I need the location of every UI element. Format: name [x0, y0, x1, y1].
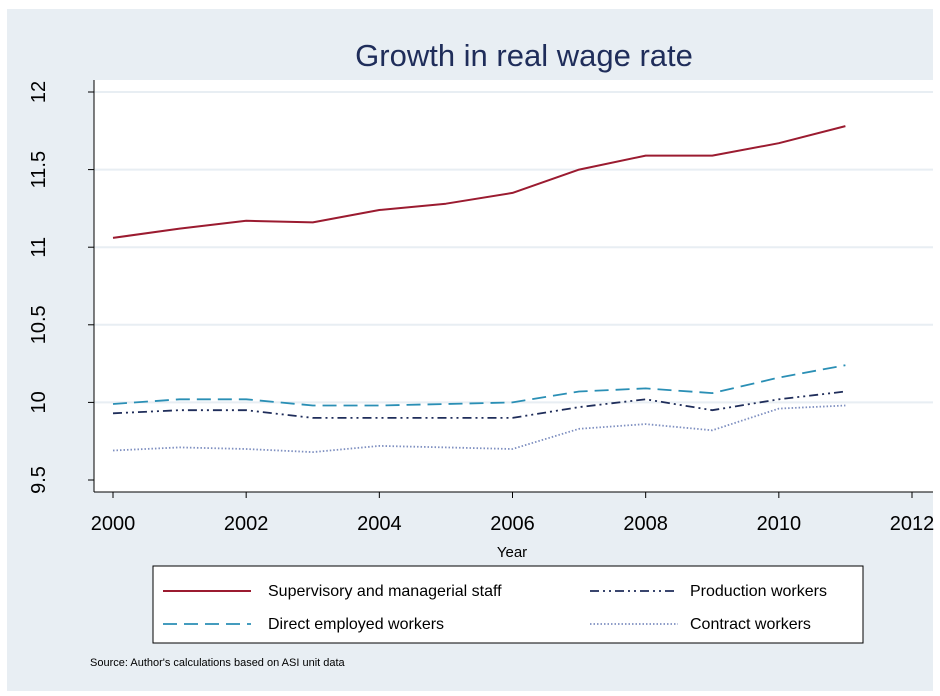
axes-layer: 9.5 10 10.5 11 11.5 12 2000 2002 2004 2006 2008 201… — [28, 80, 934, 535]
source-note: Source: Author's calculations based on A… — [90, 657, 346, 669]
legend-box — [152, 565, 864, 644]
chart-title: Growth in real wage rate — [355, 38, 693, 73]
y-tick-label: 12 — [28, 81, 50, 103]
plot-area — [94, 80, 933, 492]
series-line-production-workers — [112, 390, 846, 419]
series-line-supervisory-and-managerial-staff — [112, 125, 846, 239]
y-tick-label: 10 — [28, 391, 50, 413]
x-axis-label: Year — [497, 544, 527, 561]
x-tick-label: 2006 — [490, 513, 535, 535]
legend: Supervisory and managerial staff Producti… — [152, 565, 864, 644]
legend-label: Contract workers — [690, 616, 811, 633]
x-tick-label: 2012 — [890, 513, 935, 535]
series-layer — [112, 125, 846, 454]
y-tick-label: 11 — [28, 237, 50, 258]
legend-label: Direct employed workers — [268, 616, 444, 633]
legend-label: Production workers — [690, 583, 827, 600]
y-tick-label: 10.5 — [28, 305, 50, 344]
x-tick-label: 2000 — [91, 513, 136, 535]
y-tick-label: 11.5 — [28, 151, 50, 188]
x-tick-label: 2002 — [224, 513, 269, 535]
series-line-direct-employed-workers — [112, 364, 846, 407]
y-tick-label: 9.5 — [28, 466, 50, 494]
legend-label: Supervisory and managerial staff — [268, 583, 502, 600]
x-tick-label: 2004 — [357, 513, 402, 535]
x-tick-label: 2010 — [757, 513, 802, 535]
x-tick-label: 2008 — [623, 513, 668, 535]
